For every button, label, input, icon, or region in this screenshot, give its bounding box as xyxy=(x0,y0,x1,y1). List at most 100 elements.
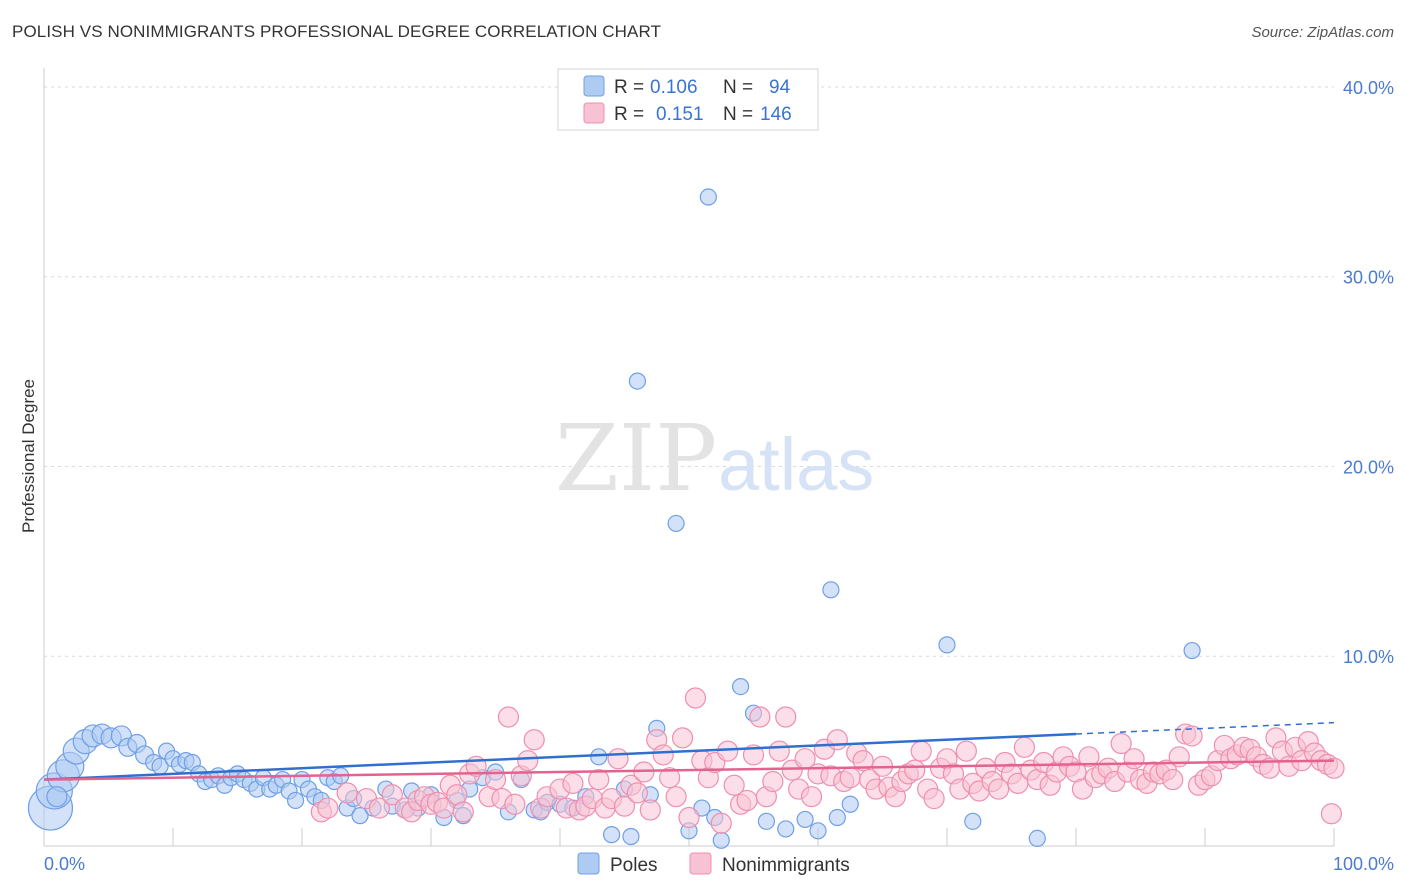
poles-point-83 xyxy=(777,820,795,838)
nonimmigrants-point-91 xyxy=(955,740,977,762)
trend-lines xyxy=(43,721,1335,781)
nonimmigrants-point-61 xyxy=(762,770,784,793)
poles-point-67 xyxy=(590,748,608,766)
legend-n-label-2: N = xyxy=(723,104,753,125)
nonimmigrants-point-15 xyxy=(452,801,474,823)
nonimmigrants-point-22 xyxy=(504,793,526,815)
nonimmigrants-point-4 xyxy=(368,797,390,819)
nonimmigrants-point-54 xyxy=(717,740,739,762)
nonimmigrants-point-117 xyxy=(1123,748,1145,770)
grid-lines xyxy=(44,86,1334,657)
poles-point-92 xyxy=(1183,641,1201,660)
nonimmigrants-point-49 xyxy=(684,687,707,709)
poles-point-68 xyxy=(602,826,621,844)
nonimmigrants-point-71 xyxy=(826,729,848,751)
nonimmigrants-point-2 xyxy=(336,782,358,804)
bottom-legend: Poles Nonimmigrants xyxy=(577,852,850,876)
bottom-legend-swatch-poles xyxy=(577,852,600,875)
poles-point-90 xyxy=(964,812,982,830)
legend-r-label-2: R = xyxy=(614,104,644,125)
legend-swatch-nonimmigrants xyxy=(583,102,605,124)
nonimmigrants-point-44 xyxy=(652,744,674,766)
nonimmigrants-point-58 xyxy=(742,744,765,766)
poles-point-91 xyxy=(1028,829,1046,848)
nonimmigrants-point-86 xyxy=(923,787,945,810)
y-tick-label-1: 20.0% xyxy=(1343,457,1394,477)
nonimmigrants-point-63 xyxy=(775,706,797,728)
nonimmigrants-point-5 xyxy=(381,784,403,806)
poles-point-45 xyxy=(351,807,369,825)
nonimmigrants-point-40 xyxy=(626,782,649,804)
poles-point-93 xyxy=(46,786,68,808)
nonimmigrants-point-55 xyxy=(723,774,745,796)
legend-swatch-poles xyxy=(583,75,605,97)
nonimmigrants-point-96 xyxy=(987,778,1010,800)
nonimmigrants-trend-line xyxy=(43,759,1335,781)
nonimmigrants-point-45 xyxy=(659,767,681,789)
legend-n-value-2: 146 xyxy=(760,104,792,125)
nonimmigrants-point-83 xyxy=(904,759,926,781)
legend-n-value-1: 94 xyxy=(769,77,791,98)
y-tick-labels: 10.0% 20.0% 30.0% 40.0% xyxy=(1343,78,1394,667)
legend-r-value-1: 0.106 xyxy=(650,77,698,98)
nonimmigrants-point-149 xyxy=(1320,803,1343,825)
nonimmigrants-point-34 xyxy=(588,768,610,791)
poles-point-85 xyxy=(809,822,827,840)
y-tick-label-3: 40.0% xyxy=(1343,78,1394,98)
nonimmigrants-point-84 xyxy=(910,740,932,762)
nonimmigrants-point-53 xyxy=(710,812,732,834)
poles-trend-line xyxy=(43,732,1077,781)
nonimmigrants-point-67 xyxy=(800,786,823,808)
bottom-legend-swatch-nonimmigrants xyxy=(689,852,712,875)
y-axis-label: Professional Degree xyxy=(19,379,38,533)
poles-point-82 xyxy=(757,812,776,830)
bottom-legend-label-poles: Poles xyxy=(610,855,658,876)
poles-point-74 xyxy=(667,514,685,533)
legend-r-value-2: 0.151 xyxy=(656,104,704,125)
nonimmigrants-point-25 xyxy=(523,729,545,751)
poles-point-70 xyxy=(622,827,640,846)
nonimmigrants-point-59 xyxy=(749,706,771,728)
poles-point-89 xyxy=(938,636,956,654)
nonimmigrants-point-37 xyxy=(607,748,629,770)
nonimmigrants-point-62 xyxy=(768,740,790,762)
nonimmigrants-point-115 xyxy=(1110,732,1132,755)
legend-r-label-1: R = xyxy=(614,77,644,98)
nonimmigrants-point-21 xyxy=(497,706,519,728)
poles-point-71 xyxy=(628,372,647,390)
nonimmigrants-point-100 xyxy=(1013,736,1036,758)
chart-title: POLISH VS NONIMMIGRANTS PROFESSIONAL DEG… xyxy=(12,22,662,41)
poles-point-79 xyxy=(712,831,730,849)
nonimmigrants-point-75 xyxy=(852,750,874,772)
nonimmigrants-point-47 xyxy=(671,727,694,749)
legend-box: R = 0.106 N = 94 R = 0.151 N = 146 xyxy=(557,68,819,131)
watermark-atlas: atlas xyxy=(718,423,874,506)
nonimmigrants-point-38 xyxy=(613,795,636,817)
series-nonimmigrants-points xyxy=(310,687,1345,834)
poles-point-88 xyxy=(841,795,859,813)
x-tick-label-max: 100.0% xyxy=(1333,854,1394,874)
poles-point-80 xyxy=(731,678,750,696)
x-tick-marks xyxy=(172,828,1335,846)
nonimmigrants-point-19 xyxy=(484,768,507,791)
poles-point-84 xyxy=(796,810,814,829)
nonimmigrants-point-42 xyxy=(639,799,661,821)
nonimmigrants-point-73 xyxy=(839,767,861,789)
poles-trend-extension xyxy=(1075,721,1335,735)
nonimmigrants-point-1 xyxy=(317,797,339,819)
chart-source: Source: ZipAtlas.com xyxy=(1251,24,1394,41)
nonimmigrants-point-48 xyxy=(678,806,700,829)
legend-n-label-1: N = xyxy=(723,77,753,98)
poles-point-87 xyxy=(828,808,846,827)
nonimmigrants-point-57 xyxy=(736,789,758,812)
y-tick-label-2: 30.0% xyxy=(1343,268,1394,288)
poles-point-86 xyxy=(822,581,840,599)
nonimmigrants-point-30 xyxy=(562,772,584,794)
nonimmigrants-point-126 xyxy=(1181,725,1203,747)
poles-point-35 xyxy=(286,791,305,810)
bottom-legend-label-nonimmigrants: Nonimmigrants xyxy=(722,855,850,876)
watermark-zip: ZIP xyxy=(555,405,717,512)
nonimmigrants-point-123 xyxy=(1162,768,1184,791)
nonimmigrants-point-110 xyxy=(1078,746,1100,768)
